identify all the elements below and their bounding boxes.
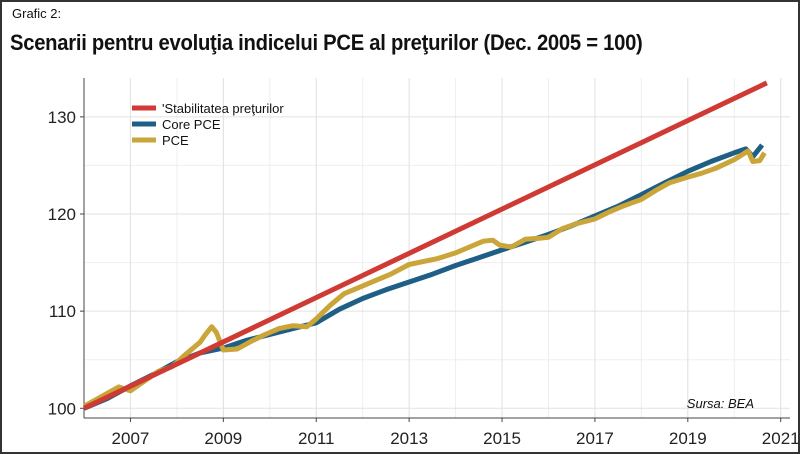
series-line-2 <box>82 148 767 409</box>
legend-label-1: Core PCE <box>162 117 221 132</box>
y-tick-label: 100 <box>48 399 76 418</box>
x-tick-label: 2009 <box>204 429 242 448</box>
x-tick-label: 2011 <box>298 429 335 448</box>
legend-label-0: 'Stabilitatea preţurilor <box>162 101 284 116</box>
series-line-0 <box>82 80 768 411</box>
y-tick-label: 110 <box>49 302 76 321</box>
x-tick-label: 2019 <box>669 429 707 448</box>
series-line-1 <box>83 143 765 411</box>
legend-label-2: PCE <box>162 133 189 148</box>
x-tick-label: 2017 <box>576 429 614 448</box>
source-note: Sursa: BEA <box>687 396 754 411</box>
chart-title: Scenarii pentru evoluţia indicelui PCE a… <box>10 30 643 55</box>
x-tick-label: 2013 <box>390 429 428 448</box>
x-tick-label: 2015 <box>483 429 521 448</box>
x-tick-label: 2007 <box>112 429 150 448</box>
x-tick-label: 2021 <box>762 429 800 448</box>
y-tick-label: 120 <box>48 205 76 224</box>
chart-kicker: Grafic 2: <box>12 6 62 21</box>
y-tick-label: 130 <box>48 108 76 127</box>
